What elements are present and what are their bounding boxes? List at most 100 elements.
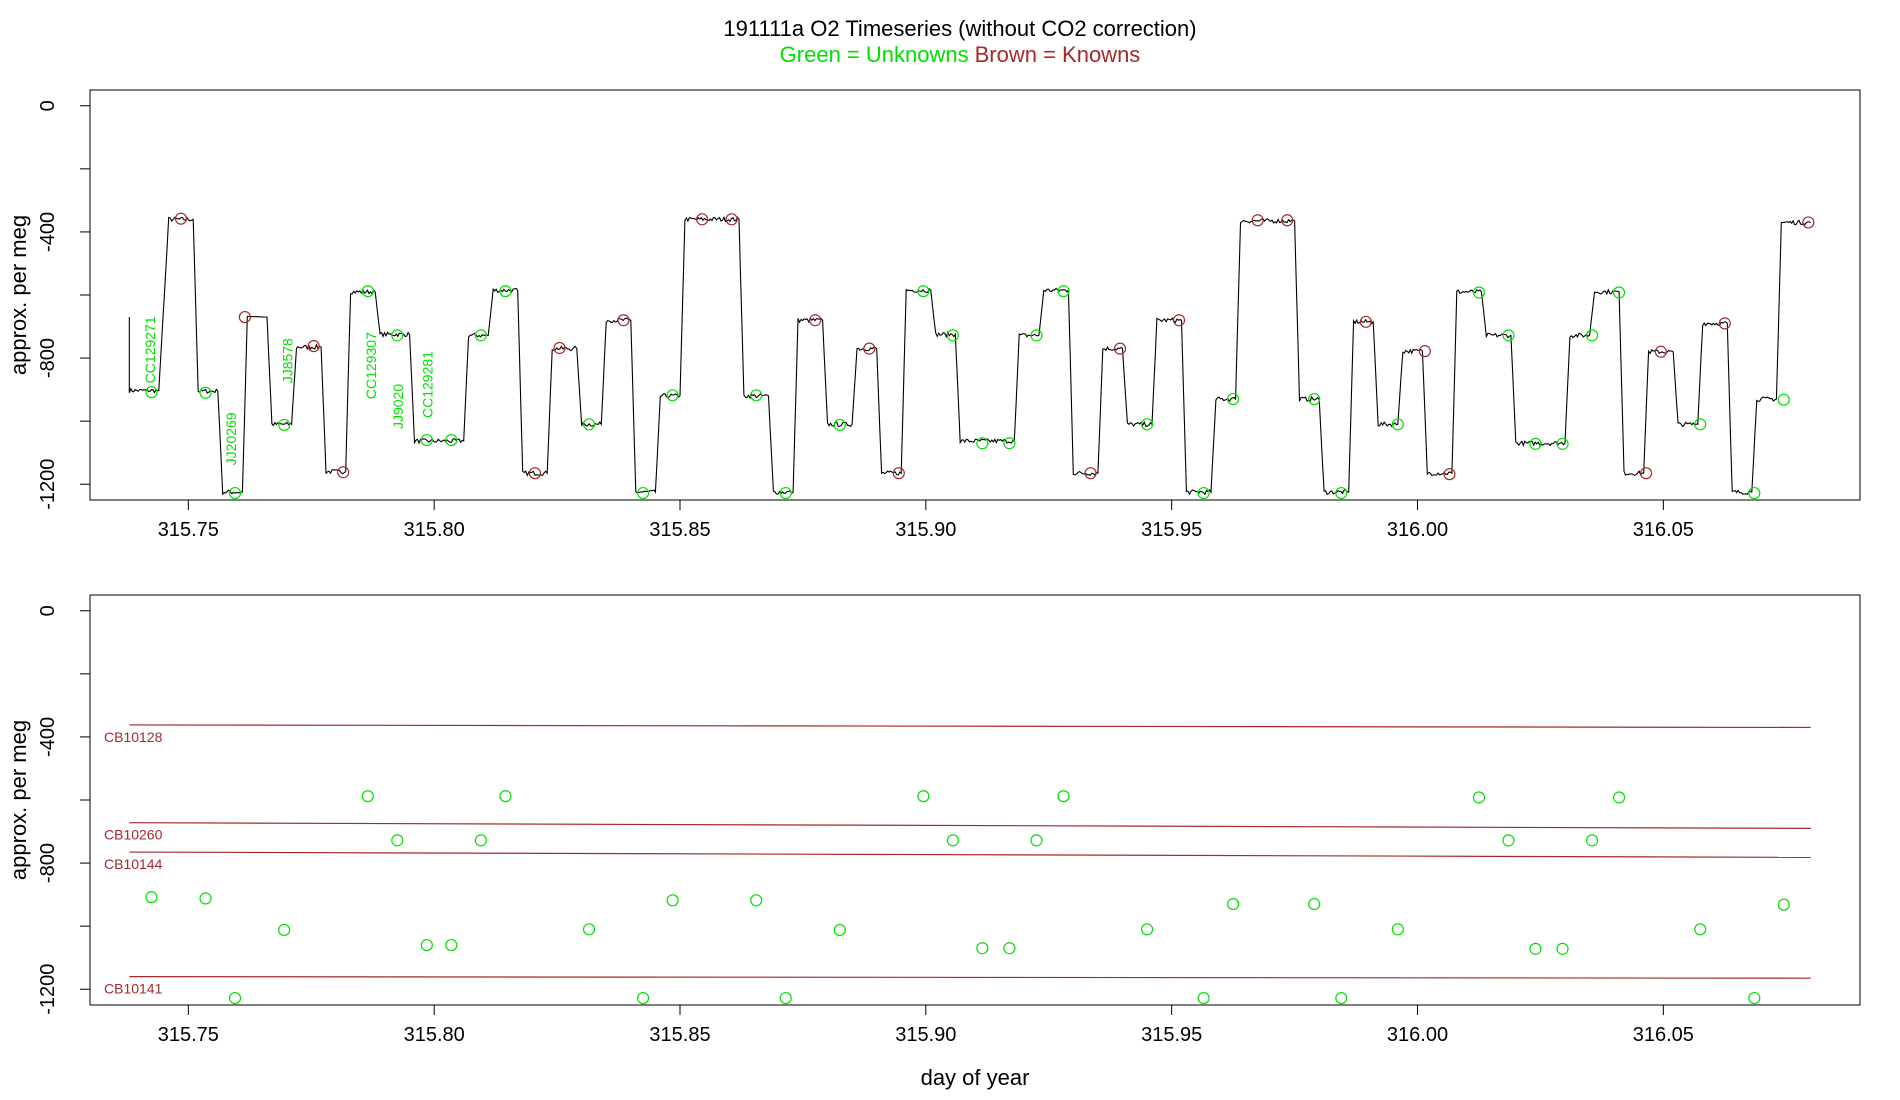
known-point	[1802, 216, 1815, 229]
unknown-point	[391, 329, 404, 342]
unknown-point	[750, 894, 763, 907]
unknown-point	[917, 285, 930, 298]
known-point	[1251, 214, 1264, 227]
x-tick-label: 315.85	[649, 519, 710, 541]
timeseries-panel: 315.75 315.80 315.85 315.90 315.95 316.00 316.…	[6, 89, 1861, 541]
unknown-point	[1057, 790, 1070, 803]
known-point	[553, 341, 566, 355]
known-point	[1654, 345, 1667, 358]
unknown-point	[750, 389, 763, 402]
unknowns-panel: 315.75 315.80 315.85 315.90 315.95 316.00 316.…	[6, 594, 1861, 1090]
known-point	[1281, 214, 1294, 227]
unknown-point	[1777, 898, 1790, 911]
unknown-point	[833, 923, 846, 937]
unknown-point	[1585, 329, 1599, 342]
known-point	[863, 342, 876, 355]
unknown-point	[361, 790, 374, 803]
unknown-point	[1308, 897, 1321, 911]
o2-trace	[128, 216, 1811, 496]
known-line-label: CB10260	[104, 827, 163, 843]
plot-frame	[89, 594, 1861, 1006]
unknown-point	[1585, 834, 1599, 847]
unknown-point	[976, 437, 989, 450]
unknown-point	[1502, 834, 1515, 847]
unknown-point	[1140, 923, 1154, 936]
unknown-point	[145, 386, 158, 399]
known-point	[1359, 315, 1372, 328]
known-point	[1718, 317, 1731, 330]
known-line	[129, 851, 1811, 859]
x-tick-label: 315.75	[158, 519, 219, 541]
unknown-point	[391, 834, 404, 847]
unknown-point	[1694, 923, 1707, 936]
x-tick-label: 315.75	[158, 1024, 219, 1046]
sample-label: JJ8578	[280, 338, 296, 383]
sample-label: CC129307	[363, 332, 379, 399]
known-point	[1443, 468, 1456, 481]
unknown-point	[228, 991, 242, 1005]
unknown-point	[1612, 791, 1626, 804]
x-tick-label: 315.90	[895, 1024, 956, 1046]
unknown-point	[1003, 437, 1016, 450]
y-tick-label: -400	[37, 212, 59, 252]
unknown-point	[1748, 991, 1761, 1005]
unknown-point	[666, 389, 679, 402]
unknown-point	[1556, 942, 1569, 955]
unknown-point	[1197, 991, 1210, 1005]
known-point	[1640, 467, 1653, 480]
unknown-point	[1227, 897, 1240, 911]
legend-knowns: Brown = Knowns	[975, 42, 1141, 67]
legend-line: Green = Unknowns Brown = Knowns	[780, 42, 1141, 67]
known-point	[617, 314, 630, 327]
known-point	[1418, 345, 1431, 358]
unknown-point	[1777, 393, 1790, 406]
known-point	[1113, 342, 1127, 355]
unknown-point	[1612, 286, 1626, 299]
known-line	[129, 822, 1811, 829]
unknown-point	[582, 418, 596, 431]
known-point	[337, 466, 350, 479]
unknown-point	[1030, 834, 1043, 847]
known-point	[1172, 314, 1186, 327]
unknown-point	[1472, 286, 1486, 299]
sample-label: JJ9020	[390, 384, 406, 429]
known-point	[809, 314, 822, 327]
known-point	[696, 213, 709, 226]
sample-label: JJ20269	[223, 412, 239, 465]
known-line-label: CB10141	[104, 981, 163, 997]
y-tick-label: 0	[37, 100, 59, 111]
known-point	[892, 467, 905, 480]
y-tick-label: 0	[37, 605, 59, 616]
unknown-point	[1335, 486, 1348, 500]
unknown-point	[199, 892, 212, 905]
unknown-point	[499, 790, 512, 803]
unknown-point	[420, 433, 433, 447]
unknown-point	[1030, 329, 1043, 342]
y-tick-label: -400	[37, 717, 59, 757]
x-tick-label: 315.95	[1141, 519, 1202, 541]
x-tick-label: 315.95	[1141, 1024, 1202, 1046]
known-point	[174, 212, 188, 225]
unknown-point	[445, 938, 458, 952]
x-tick-label: 315.80	[404, 519, 465, 541]
unknown-point	[666, 894, 679, 907]
unknown-point	[278, 923, 291, 937]
unknown-point	[361, 285, 374, 298]
unknown-point	[637, 991, 650, 1005]
x-axis-label: day of year	[921, 1065, 1030, 1090]
unknown-point	[1391, 923, 1404, 936]
sample-label: CC129271	[142, 316, 158, 383]
unknown-point	[199, 386, 212, 399]
unknown-point	[779, 486, 792, 500]
y-tick-label: -1200	[37, 964, 59, 1015]
unknown-point	[445, 433, 458, 447]
unknown-point	[499, 285, 512, 298]
y-axis-label: approx. per meg	[6, 215, 31, 375]
unknown-point	[1529, 942, 1542, 955]
known-point	[528, 467, 542, 480]
unknown-point	[946, 329, 959, 342]
unknown-point	[1057, 285, 1070, 298]
unknown-point	[1197, 486, 1210, 500]
x-tick-label: 316.00	[1387, 1024, 1448, 1046]
